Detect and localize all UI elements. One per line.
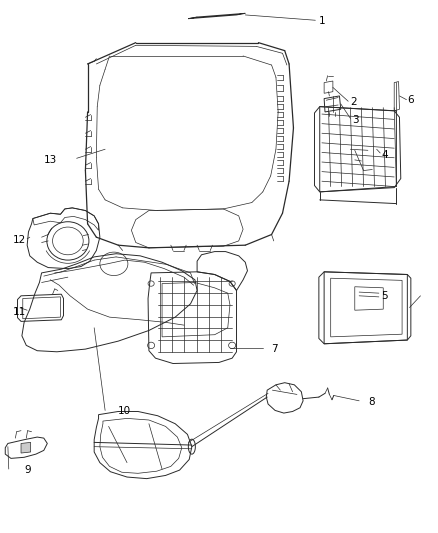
Polygon shape	[21, 442, 31, 453]
Text: 2: 2	[350, 98, 357, 107]
Text: 7: 7	[272, 344, 278, 354]
Text: 9: 9	[24, 465, 31, 475]
Text: 11: 11	[13, 307, 26, 317]
Text: 10: 10	[118, 407, 131, 416]
Text: 8: 8	[368, 398, 374, 407]
Text: 1: 1	[318, 17, 325, 26]
Text: 12: 12	[13, 235, 26, 245]
Text: 6: 6	[407, 95, 414, 105]
Text: 3: 3	[352, 115, 359, 125]
Text: 5: 5	[381, 291, 388, 301]
Text: 4: 4	[381, 150, 388, 159]
Text: 13: 13	[44, 155, 57, 165]
